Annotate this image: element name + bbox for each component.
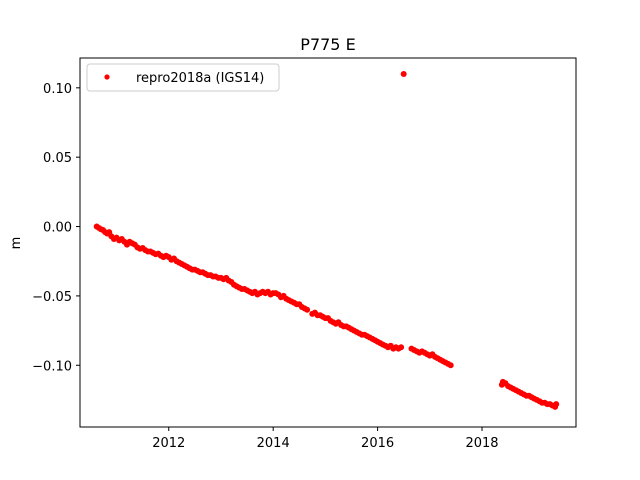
scatter-points [93, 71, 560, 410]
data-point [398, 344, 405, 351]
y-axis-ticks: 0.10 0.05 0.00 −0.05 −0.10 [32, 82, 80, 374]
chart-title: P775 E [300, 35, 355, 54]
data-point [400, 71, 407, 77]
y-axis-label: m [9, 237, 24, 250]
legend-entry-label: repro2018a (IGS14) [136, 71, 264, 86]
legend-box [86, 63, 280, 92]
legend-marker [104, 74, 110, 80]
y-tick-label: 0.00 [43, 221, 72, 236]
data-point [553, 401, 560, 408]
x-tick-label: 2012 [152, 436, 185, 451]
y-tick-label: −0.10 [32, 359, 72, 374]
plot-area-frame [79, 57, 577, 428]
y-tick-label: 0.10 [43, 82, 72, 97]
y-tick-label: −0.05 [32, 290, 72, 305]
x-tick-label: 2018 [465, 436, 498, 451]
x-tick-label: 2014 [257, 436, 290, 451]
data-point [447, 362, 454, 369]
x-tick-label: 2016 [361, 436, 394, 451]
x-axis-ticks: 2012 2014 2016 2018 [152, 427, 499, 451]
y-tick-label: 0.05 [43, 151, 72, 166]
legend: repro2018a (IGS14) [86, 63, 280, 92]
data-point [304, 306, 311, 313]
